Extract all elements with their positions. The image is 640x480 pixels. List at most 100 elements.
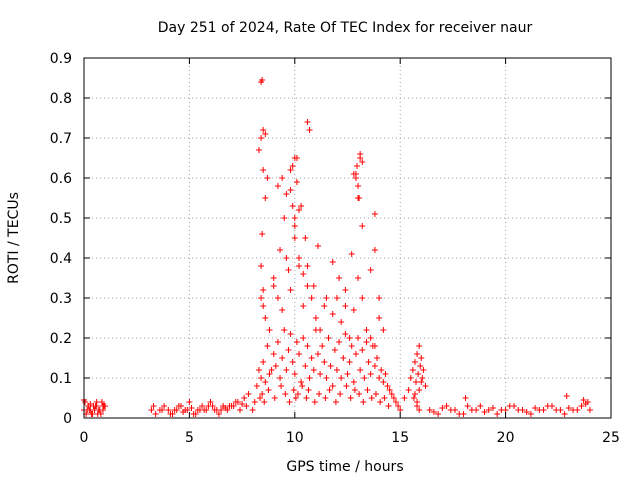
data-point [317,327,324,333]
data-point [414,403,421,409]
data-point [287,331,294,337]
data-point [376,375,383,381]
data-point [296,207,303,213]
data-point [266,371,273,377]
data-point [416,343,423,349]
data-point [291,235,298,241]
data-point [148,407,155,413]
data-point [498,407,505,413]
data-point [300,303,307,309]
data-point [377,399,384,405]
data-point [356,195,363,201]
data-point [532,405,539,411]
y-axis-ticks: 0 0.1 0.2 0.3 0.4 0.5 0.6 0.7 0.8 0.9 [50,51,611,427]
data-point [279,307,286,313]
data-point [586,407,593,413]
data-point [355,183,362,189]
data-point [329,383,336,389]
data-point [270,283,277,289]
data-point [259,391,266,397]
data-point [278,383,285,389]
data-point [494,411,501,417]
x-tick-label: 0 [80,430,89,446]
data-point [277,375,284,381]
data-point [367,371,374,377]
data-point [257,395,264,401]
data-point [405,387,412,393]
y-tick-label: 0.3 [50,291,72,307]
data-point [401,395,408,401]
data-point [311,399,318,405]
data-point [561,411,568,417]
data-point [386,387,393,393]
data-point [287,167,294,173]
data-point [274,295,281,301]
data-point [94,411,101,417]
data-point [205,403,212,409]
data-point [317,371,324,377]
data-point [523,409,530,415]
data-point [222,405,229,411]
data-point [361,375,368,381]
data-point [298,379,305,385]
grid-lines [84,58,611,418]
data-point [236,407,243,413]
data-point [196,407,203,413]
data-point [150,403,157,409]
data-point [213,407,220,413]
data-point [321,359,328,365]
data-point [274,339,281,345]
data-point [279,175,286,181]
data-point [312,315,319,321]
data-point [540,407,547,413]
y-tick-label: 0.7 [50,131,72,147]
data-point [323,295,330,301]
data-point [477,403,484,409]
data-point [380,379,387,385]
data-point [359,223,366,229]
data-point [207,399,214,405]
data-point [356,391,363,397]
data-point [291,155,298,161]
data-point [243,403,250,409]
data-point [333,295,340,301]
data-point [392,399,399,405]
data-point [385,403,392,409]
data-point [323,375,330,381]
data-point [321,303,328,309]
data-point [439,405,446,411]
data-point [260,127,267,133]
data-point [388,391,395,397]
data-point [481,409,488,415]
data-point [255,147,262,153]
data-point [548,403,555,409]
data-point [300,335,307,341]
data-point [262,131,269,137]
x-tick-label: 15 [391,430,409,446]
data-point [464,403,471,409]
data-point [308,295,315,301]
data-point [557,407,564,413]
data-point [329,259,336,265]
data-point [314,351,321,357]
data-point [342,303,349,309]
y-tick-label: 0.9 [50,51,72,67]
data-point [329,311,336,317]
data-point [413,379,420,385]
data-point [363,327,370,333]
data-point [259,231,266,237]
data-point [289,203,296,209]
data-point [98,399,105,405]
data-point [430,409,437,415]
data-point [376,295,383,301]
data-point [99,403,106,409]
data-point [158,407,165,413]
data-point [152,411,159,417]
data-point [353,163,360,169]
data-point [416,407,423,413]
data-point [268,367,275,373]
data-point [279,355,286,361]
data-point [350,171,357,177]
plot-frame [83,57,612,419]
